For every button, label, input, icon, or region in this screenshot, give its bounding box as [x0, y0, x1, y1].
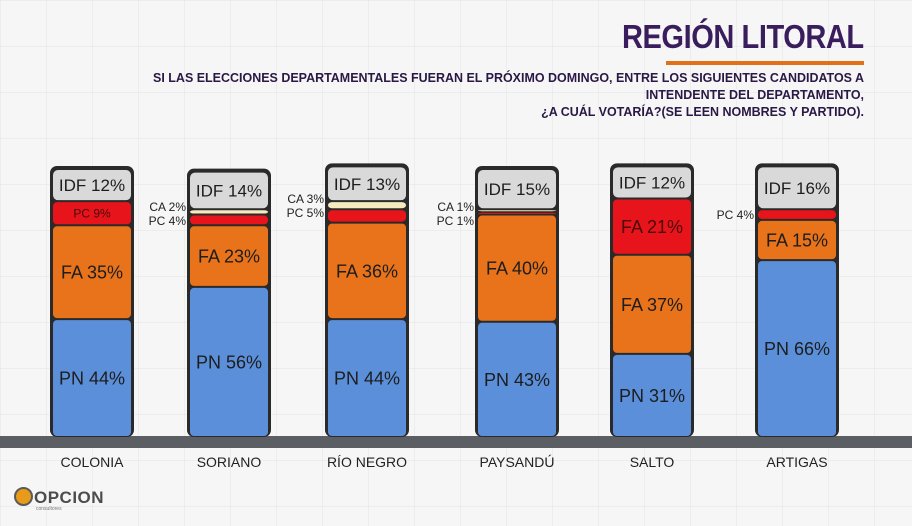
segment-idf: [328, 167, 406, 201]
logo-name: OPCION: [34, 488, 105, 507]
logo-tagline: consultores: [36, 506, 62, 512]
segment-fa: [328, 223, 406, 319]
segment-label-pc: PC 4%: [149, 214, 187, 228]
segment-label-ca: CA 1%: [437, 200, 474, 214]
category-label: RÍO NEGRO: [326, 454, 408, 470]
title-underline: [666, 61, 864, 65]
segment-idf: [613, 167, 691, 198]
segment-label-pn: PN 44%: [334, 369, 400, 389]
chart-title: REGIÓN LITORAL: [622, 18, 864, 55]
segment-label-pc: PC 1%: [437, 214, 475, 228]
segment-label-idf: IDF 12%: [59, 176, 125, 195]
segment-pc: [613, 199, 691, 254]
segment-fa: [613, 255, 691, 353]
segment-label-fa: FA 35%: [61, 263, 123, 283]
segment-label-ca: CA 3%: [287, 192, 324, 206]
segment-idf: [758, 167, 836, 209]
segment-idf: [53, 170, 131, 201]
segment-pn: [613, 354, 691, 436]
segment-pc: [478, 212, 556, 214]
segment-ca: [190, 210, 268, 214]
segment-pn: [190, 287, 268, 436]
category-label: SORIANO: [196, 454, 262, 470]
segment-label-pn: PN 31%: [619, 386, 685, 406]
category-label: SALTO: [629, 454, 675, 470]
segment-pn: [478, 322, 556, 436]
segment-pc: [53, 202, 131, 225]
bar-artigas: PN 66% FA 15% PC 4% IDF 16%: [717, 163, 839, 437]
segment-label-pc: PC 9%: [73, 207, 111, 221]
bar-paysandú: PN 43% FA 40% PC 1%CA 1% IDF 15%: [437, 166, 559, 437]
chart-subtitle: SI LAS ELECCIONES DEPARTAMENTALES FUERAN…: [77, 69, 864, 120]
segment-pc: [328, 210, 406, 222]
segment-pn: [53, 320, 131, 436]
segment-fa: [758, 220, 836, 260]
segment-label-idf: IDF 13%: [334, 175, 400, 194]
segment-label-idf: IDF 12%: [619, 174, 685, 193]
opcion-logo: OPCION consultores: [14, 487, 105, 512]
segment-label-idf: IDF 14%: [196, 182, 262, 201]
segment-label-pn: PN 56%: [196, 352, 262, 372]
bar-salto: PN 31% FA 37% FA 21% IDF 12%: [610, 163, 694, 437]
segment-label-pc: FA 21%: [621, 217, 683, 237]
segment-label-pn: PN 44%: [59, 369, 125, 389]
category-label: ARTIGAS: [766, 454, 828, 470]
bar-río-negro: PN 44% FA 36% PC 5%CA 3% IDF 13%: [287, 163, 409, 437]
segment-label-pn: PN 66%: [764, 339, 830, 359]
segment-label-pn: PN 43%: [484, 370, 550, 390]
bar-colonia: PN 44% FA 35% PC 9% IDF 12%: [50, 166, 134, 437]
segment-idf: [190, 172, 268, 209]
subtitle-line-1: SI LAS ELECCIONES DEPARTAMENTALES FUERAN…: [153, 70, 864, 102]
segment-fa: [190, 226, 268, 286]
segment-label-idf: IDF 15%: [484, 180, 550, 199]
segment-label-pc: PC 4%: [717, 208, 755, 222]
chart-baseline: [0, 436, 912, 448]
subtitle-line-2: ¿A CUÁL VOTARÍA?(SE LEEN NOMBRES Y PARTI…: [541, 104, 864, 119]
segment-label-ca: CA 2%: [149, 200, 186, 214]
segment-label-fa: FA 15%: [766, 231, 828, 251]
category-label: COLONIA: [60, 454, 124, 470]
segment-fa: [53, 226, 131, 319]
segment-label-fa: FA 23%: [198, 247, 260, 267]
category-label: PAYSANDÚ: [479, 454, 555, 470]
logo-circle-icon: [14, 487, 33, 506]
segment-label-fa: FA 37%: [621, 295, 683, 315]
segment-pn: [758, 261, 836, 436]
segment-ca: [478, 210, 556, 212]
segment-idf: [478, 170, 556, 209]
segment-label-pc: PC 5%: [287, 206, 325, 220]
segment-label-fa: FA 40%: [486, 259, 548, 279]
bar-soriano: PN 56% FA 23% PC 4%CA 2% IDF 14%: [149, 168, 271, 437]
segment-label-idf: IDF 16%: [764, 179, 830, 198]
segment-fa: [478, 215, 556, 321]
segment-ca: [328, 202, 406, 209]
segment-pc: [190, 215, 268, 225]
segment-pc: [758, 210, 836, 219]
segment-label-fa: FA 36%: [336, 261, 398, 281]
segment-pn: [328, 320, 406, 436]
